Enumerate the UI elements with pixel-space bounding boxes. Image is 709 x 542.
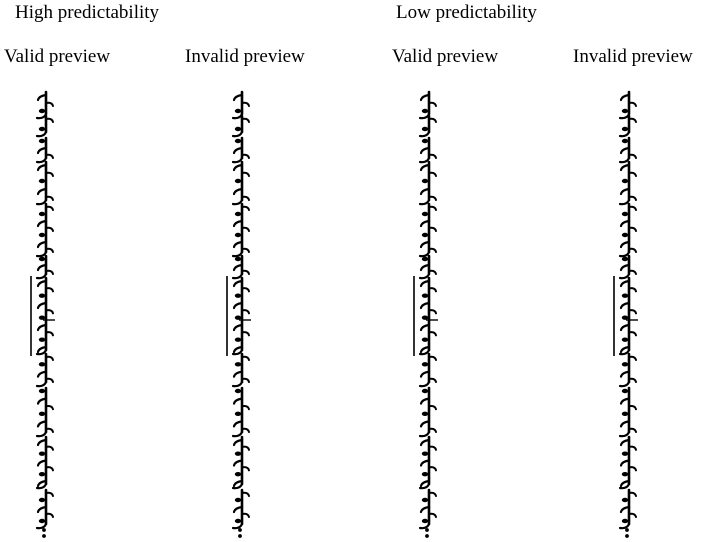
script-word (618, 202, 637, 258)
script-word (418, 435, 437, 490)
punctuation-dot (425, 528, 429, 532)
script-word (618, 254, 637, 280)
script-word (35, 488, 54, 530)
column-label-low-valid: Valid preview (392, 46, 499, 67)
script-word (35, 352, 54, 388)
script-word (231, 114, 250, 138)
script-word (231, 276, 250, 356)
script-word (231, 254, 250, 280)
script-word (618, 90, 637, 120)
punctuation-dot (238, 528, 242, 532)
script-word (618, 435, 637, 490)
column-label-high-valid: Valid preview (4, 46, 111, 67)
script-word (35, 136, 54, 164)
punctuation-dot (625, 528, 629, 532)
script-word (35, 202, 54, 258)
script-word (231, 386, 250, 438)
group-title-high-predictability: High predictability (15, 2, 160, 23)
script-word (418, 202, 437, 258)
script-word (35, 114, 54, 138)
script-word (418, 488, 437, 530)
script-word (35, 90, 54, 120)
script-word (35, 160, 54, 206)
punctuation-dot (42, 528, 46, 532)
script-word (418, 136, 437, 164)
script-word (618, 488, 637, 530)
punctuation-dot (42, 534, 46, 538)
column-label-low-invalid: Invalid preview (573, 46, 693, 67)
script-word (231, 435, 250, 490)
mongolian-sentence-low-valid (413, 90, 438, 538)
script-word (35, 435, 54, 490)
column-label-high-invalid: Invalid preview (185, 46, 305, 67)
script-word (231, 136, 250, 164)
script-word (618, 160, 637, 206)
punctuation-dot (238, 534, 242, 538)
mongolian-sentence-high-valid (30, 90, 55, 538)
script-word (618, 386, 637, 438)
script-word (231, 202, 250, 258)
script-word (418, 276, 437, 356)
script-word (618, 114, 637, 138)
script-word (231, 90, 250, 120)
script-word (418, 90, 437, 120)
group-title-low-predictability: Low predictability (396, 2, 537, 23)
script-word (35, 386, 54, 438)
script-word (418, 114, 437, 138)
script-word (418, 386, 437, 438)
script-word (618, 276, 637, 356)
script-word (618, 352, 637, 388)
script-word (418, 254, 437, 280)
script-word (418, 160, 437, 206)
script-word (35, 254, 54, 280)
script-word (231, 160, 250, 206)
mongolian-sentence-low-invalid (613, 90, 638, 538)
script-word (35, 276, 54, 356)
script-word (231, 352, 250, 388)
script-word (618, 136, 637, 164)
mongolian-sentence-high-invalid (226, 90, 251, 538)
punctuation-dot (425, 534, 429, 538)
punctuation-dot (625, 534, 629, 538)
script-word (231, 488, 250, 530)
script-word (418, 352, 437, 388)
